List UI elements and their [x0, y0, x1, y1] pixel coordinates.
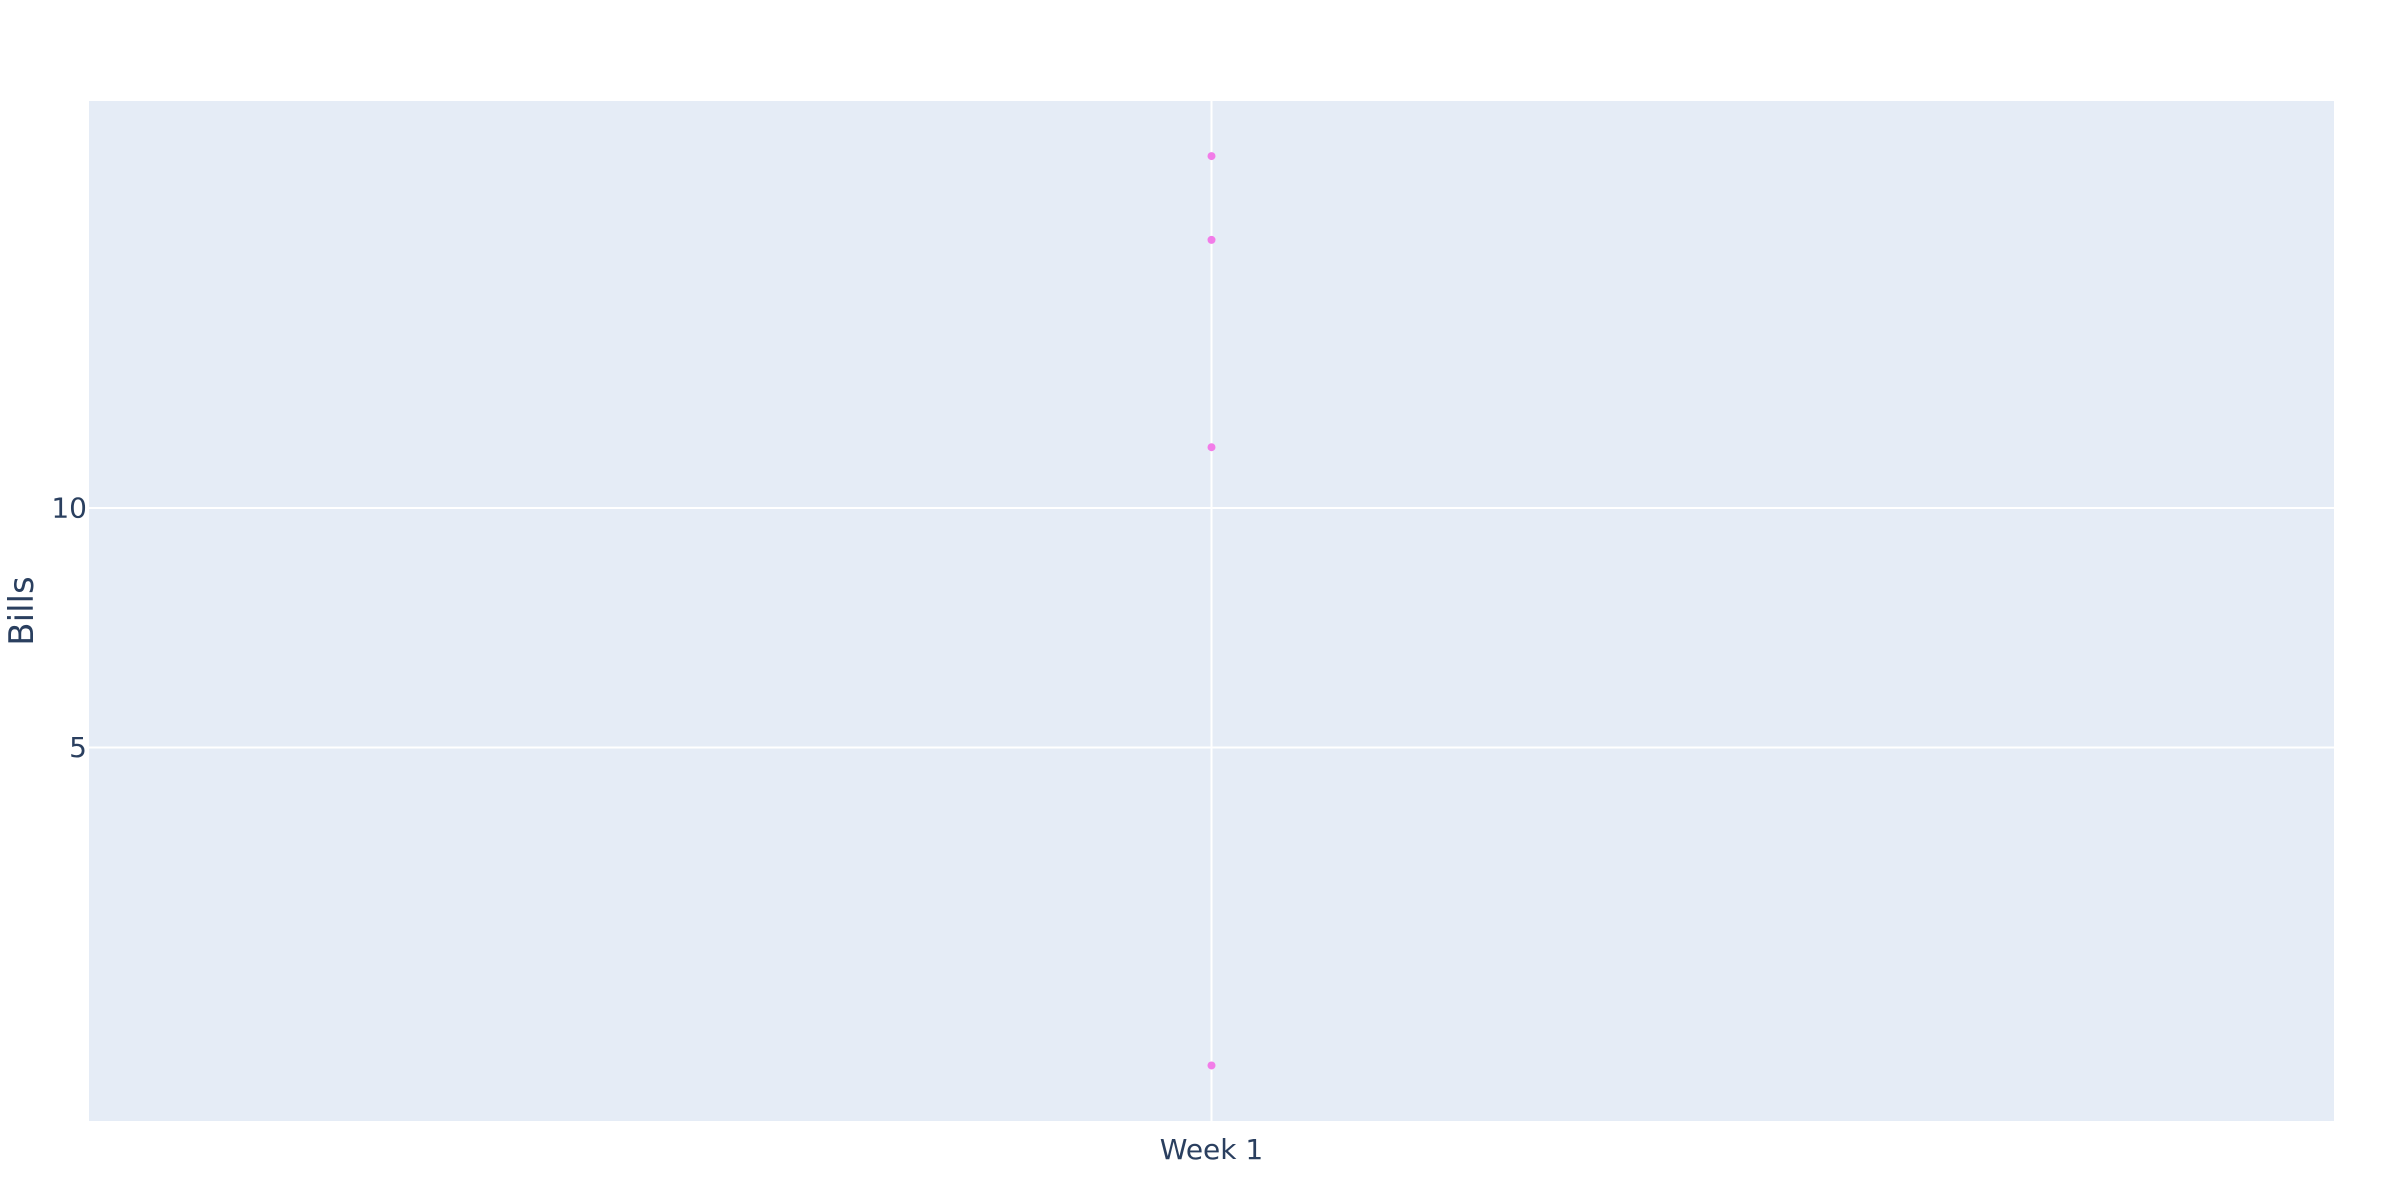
y-tick-label-1: 10 — [51, 492, 87, 525]
gridlines — [89, 101, 2334, 1121]
data-point-0-0 — [1207, 152, 1216, 161]
y-axis-ticks: 5 10 — [51, 492, 87, 764]
data-point-0-2 — [1207, 443, 1216, 452]
x-tick-label-0: Week 1 — [1160, 1133, 1263, 1166]
x-axis-ticks: Week 1 — [1160, 1133, 1263, 1166]
data-point-0-1 — [1207, 235, 1216, 244]
data-points — [1207, 152, 1216, 1070]
y-tick-label-0: 5 — [69, 731, 87, 764]
y-axis-title: Bills — [2, 576, 42, 645]
data-point-0-3 — [1207, 1061, 1216, 1070]
